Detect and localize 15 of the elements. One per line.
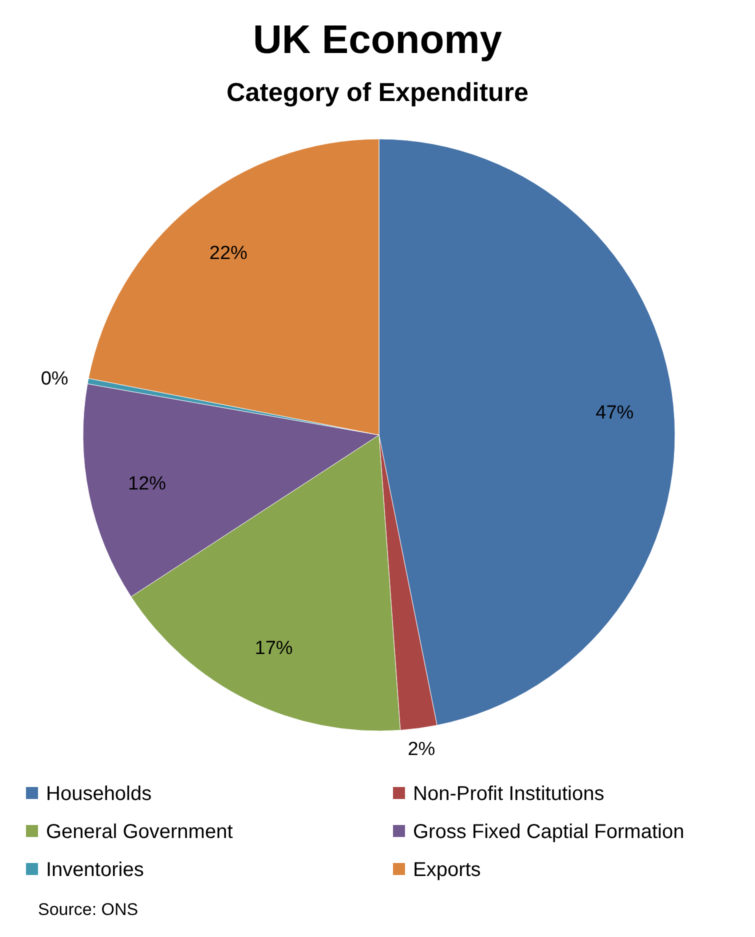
data-label: 0%	[40, 368, 68, 390]
legend-label: Non-Profit Institutions	[413, 783, 604, 805]
data-label: 12%	[128, 474, 166, 495]
legend-label: Households	[46, 783, 152, 805]
chart-title: UK Economy	[253, 18, 503, 62]
legend-label: Gross Fixed Captial Formation	[413, 821, 684, 843]
legend-label: Inventories	[46, 859, 144, 881]
legend-label: General Government	[46, 821, 234, 843]
data-label: 22%	[209, 243, 248, 264]
data-label: 47%	[596, 402, 634, 424]
data-label: 2%	[408, 739, 436, 760]
chart-subtitle: Category of Expenditure	[226, 77, 528, 107]
legend-label: Exports	[413, 859, 481, 881]
source-note: Source: ONS	[38, 900, 138, 919]
data-label: 17%	[254, 638, 293, 660]
